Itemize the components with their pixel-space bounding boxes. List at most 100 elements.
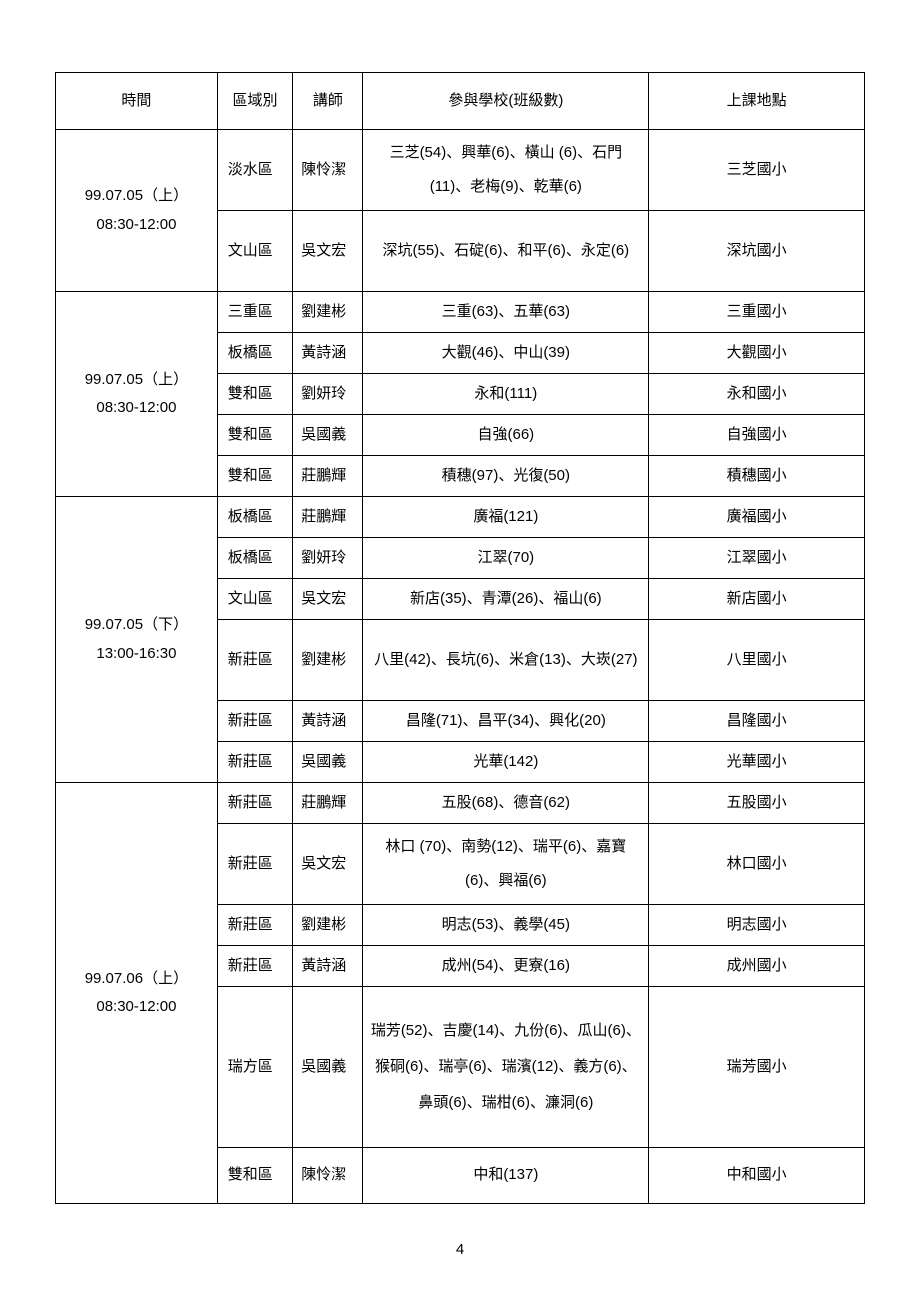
time-cell: 99.07.05（下） 13:00-16:30 xyxy=(56,497,218,783)
document-page: 時間 區域別 講師 參與學校(班級數) 上課地點 99.07.05（上）08:3… xyxy=(0,0,920,1303)
time-range: 08:30-12:00 xyxy=(96,998,176,1015)
lecturer-cell: 黃詩涵 xyxy=(293,701,363,742)
time-date: 99.07.06（上） xyxy=(85,970,188,987)
lecturer-cell: 吳國義 xyxy=(293,415,363,456)
schools-cell: 八里(42)、長坑(6)、米倉(13)、大崁(27) xyxy=(363,620,649,701)
location-cell: 成州國小 xyxy=(649,946,865,987)
schedule-table: 時間 區域別 講師 參與學校(班級數) 上課地點 99.07.05（上）08:3… xyxy=(55,72,865,1204)
header-row: 時間 區域別 講師 參與學校(班級數) 上課地點 xyxy=(56,73,865,130)
table-row: 99.07.05（上）08:30-12:00淡水區陳怜潔三芝(54)、興華(6)… xyxy=(56,130,865,211)
location-cell: 昌隆國小 xyxy=(649,701,865,742)
lecturer-cell: 莊鵬輝 xyxy=(293,783,363,824)
lecturer-cell: 劉妍玲 xyxy=(293,538,363,579)
district-cell: 雙和區 xyxy=(217,374,293,415)
lecturer-cell: 莊鵬輝 xyxy=(293,497,363,538)
location-cell: 永和國小 xyxy=(649,374,865,415)
schools-cell: 中和(137) xyxy=(363,1148,649,1204)
lecturer-cell: 吳文宏 xyxy=(293,211,363,292)
lecturer-cell: 陳怜潔 xyxy=(293,130,363,211)
lecturer-cell: 吳文宏 xyxy=(293,579,363,620)
table-row: 99.07.06（上）08:30-12:00新莊區莊鵬輝五股(68)、德音(62… xyxy=(56,783,865,824)
lecturer-cell: 吳國義 xyxy=(293,987,363,1148)
district-cell: 新莊區 xyxy=(217,783,293,824)
time-cell: 99.07.05（上） 08:30-12:00 xyxy=(56,292,218,497)
district-cell: 新莊區 xyxy=(217,620,293,701)
district-cell: 新莊區 xyxy=(217,824,293,905)
lecturer-cell: 黃詩涵 xyxy=(293,946,363,987)
schools-cell: 瑞芳(52)、吉慶(14)、九份(6)、瓜山(6)、猴硐(6)、瑞亭(6)、瑞濱… xyxy=(363,987,649,1148)
district-cell: 淡水區 xyxy=(217,130,293,211)
schools-cell: 昌隆(71)、昌平(34)、興化(20) xyxy=(363,701,649,742)
schools-cell: 深坑(55)、石碇(6)、和平(6)、永定(6) xyxy=(363,211,649,292)
location-cell: 八里國小 xyxy=(649,620,865,701)
schools-cell: 五股(68)、德音(62) xyxy=(363,783,649,824)
district-cell: 新莊區 xyxy=(217,905,293,946)
schools-cell: 大觀(46)、中山(39) xyxy=(363,333,649,374)
location-cell: 新店國小 xyxy=(649,579,865,620)
district-cell: 板橋區 xyxy=(217,333,293,374)
schools-cell: 自強(66) xyxy=(363,415,649,456)
district-cell: 瑞方區 xyxy=(217,987,293,1148)
district-cell: 文山區 xyxy=(217,211,293,292)
time-range: 08:30-12:00 xyxy=(96,399,176,416)
lecturer-cell: 黃詩涵 xyxy=(293,333,363,374)
schools-cell: 廣福(121) xyxy=(363,497,649,538)
schools-cell: 新店(35)、青潭(26)、福山(6) xyxy=(363,579,649,620)
time-date: 99.07.05（上） xyxy=(85,371,188,388)
lecturer-cell: 吳國義 xyxy=(293,742,363,783)
district-cell: 三重區 xyxy=(217,292,293,333)
table-header: 時間 區域別 講師 參與學校(班級數) 上課地點 xyxy=(56,73,865,130)
district-cell: 板橋區 xyxy=(217,538,293,579)
col-header-lecturer: 講師 xyxy=(293,73,363,130)
table-row: 99.07.05（下）13:00-16:30板橋區莊鵬輝廣福(121)廣福國小 xyxy=(56,497,865,538)
district-cell: 板橋區 xyxy=(217,497,293,538)
lecturer-cell: 莊鵬輝 xyxy=(293,456,363,497)
location-cell: 深坑國小 xyxy=(649,211,865,292)
lecturer-cell: 陳怜潔 xyxy=(293,1148,363,1204)
location-cell: 明志國小 xyxy=(649,905,865,946)
time-date: 99.07.05（上） xyxy=(85,187,188,204)
page-number: 4 xyxy=(0,1241,920,1258)
schools-cell: 三芝(54)、興華(6)、橫山 (6)、石門(11)、老梅(9)、乾華(6) xyxy=(363,130,649,211)
schools-cell: 三重(63)、五華(63) xyxy=(363,292,649,333)
location-cell: 大觀國小 xyxy=(649,333,865,374)
district-cell: 雙和區 xyxy=(217,456,293,497)
schools-cell: 江翠(70) xyxy=(363,538,649,579)
district-cell: 新莊區 xyxy=(217,946,293,987)
time-range: 08:30-12:00 xyxy=(96,216,176,233)
schools-cell: 光華(142) xyxy=(363,742,649,783)
col-header-schools: 參與學校(班級數) xyxy=(363,73,649,130)
district-cell: 雙和區 xyxy=(217,415,293,456)
location-cell: 瑞芳國小 xyxy=(649,987,865,1148)
location-cell: 林口國小 xyxy=(649,824,865,905)
lecturer-cell: 吳文宏 xyxy=(293,824,363,905)
lecturer-cell: 劉建彬 xyxy=(293,905,363,946)
location-cell: 三芝國小 xyxy=(649,130,865,211)
location-cell: 三重國小 xyxy=(649,292,865,333)
time-range: 13:00-16:30 xyxy=(96,645,176,662)
district-cell: 文山區 xyxy=(217,579,293,620)
location-cell: 廣福國小 xyxy=(649,497,865,538)
lecturer-cell: 劉建彬 xyxy=(293,620,363,701)
location-cell: 五股國小 xyxy=(649,783,865,824)
location-cell: 光華國小 xyxy=(649,742,865,783)
col-header-location: 上課地點 xyxy=(649,73,865,130)
time-cell: 99.07.06（上） 08:30-12:00 xyxy=(56,783,218,1204)
district-cell: 雙和區 xyxy=(217,1148,293,1204)
schools-cell: 積穗(97)、光復(50) xyxy=(363,456,649,497)
schools-cell: 林口 (70)、南勢(12)、瑞平(6)、嘉寶(6)、興福(6) xyxy=(363,824,649,905)
district-cell: 新莊區 xyxy=(217,742,293,783)
col-header-district: 區域別 xyxy=(217,73,293,130)
location-cell: 自強國小 xyxy=(649,415,865,456)
table-body: 99.07.05（上）08:30-12:00淡水區陳怜潔三芝(54)、興華(6)… xyxy=(56,130,865,1204)
location-cell: 江翠國小 xyxy=(649,538,865,579)
schools-cell: 成州(54)、更寮(16) xyxy=(363,946,649,987)
schools-cell: 明志(53)、義學(45) xyxy=(363,905,649,946)
time-date: 99.07.05（下） xyxy=(85,616,188,633)
lecturer-cell: 劉妍玲 xyxy=(293,374,363,415)
location-cell: 積穗國小 xyxy=(649,456,865,497)
district-cell: 新莊區 xyxy=(217,701,293,742)
time-cell: 99.07.05（上） 08:30-12:00 xyxy=(56,130,218,292)
table-row: 99.07.05（上）08:30-12:00三重區劉建彬三重(63)、五華(63… xyxy=(56,292,865,333)
location-cell: 中和國小 xyxy=(649,1148,865,1204)
